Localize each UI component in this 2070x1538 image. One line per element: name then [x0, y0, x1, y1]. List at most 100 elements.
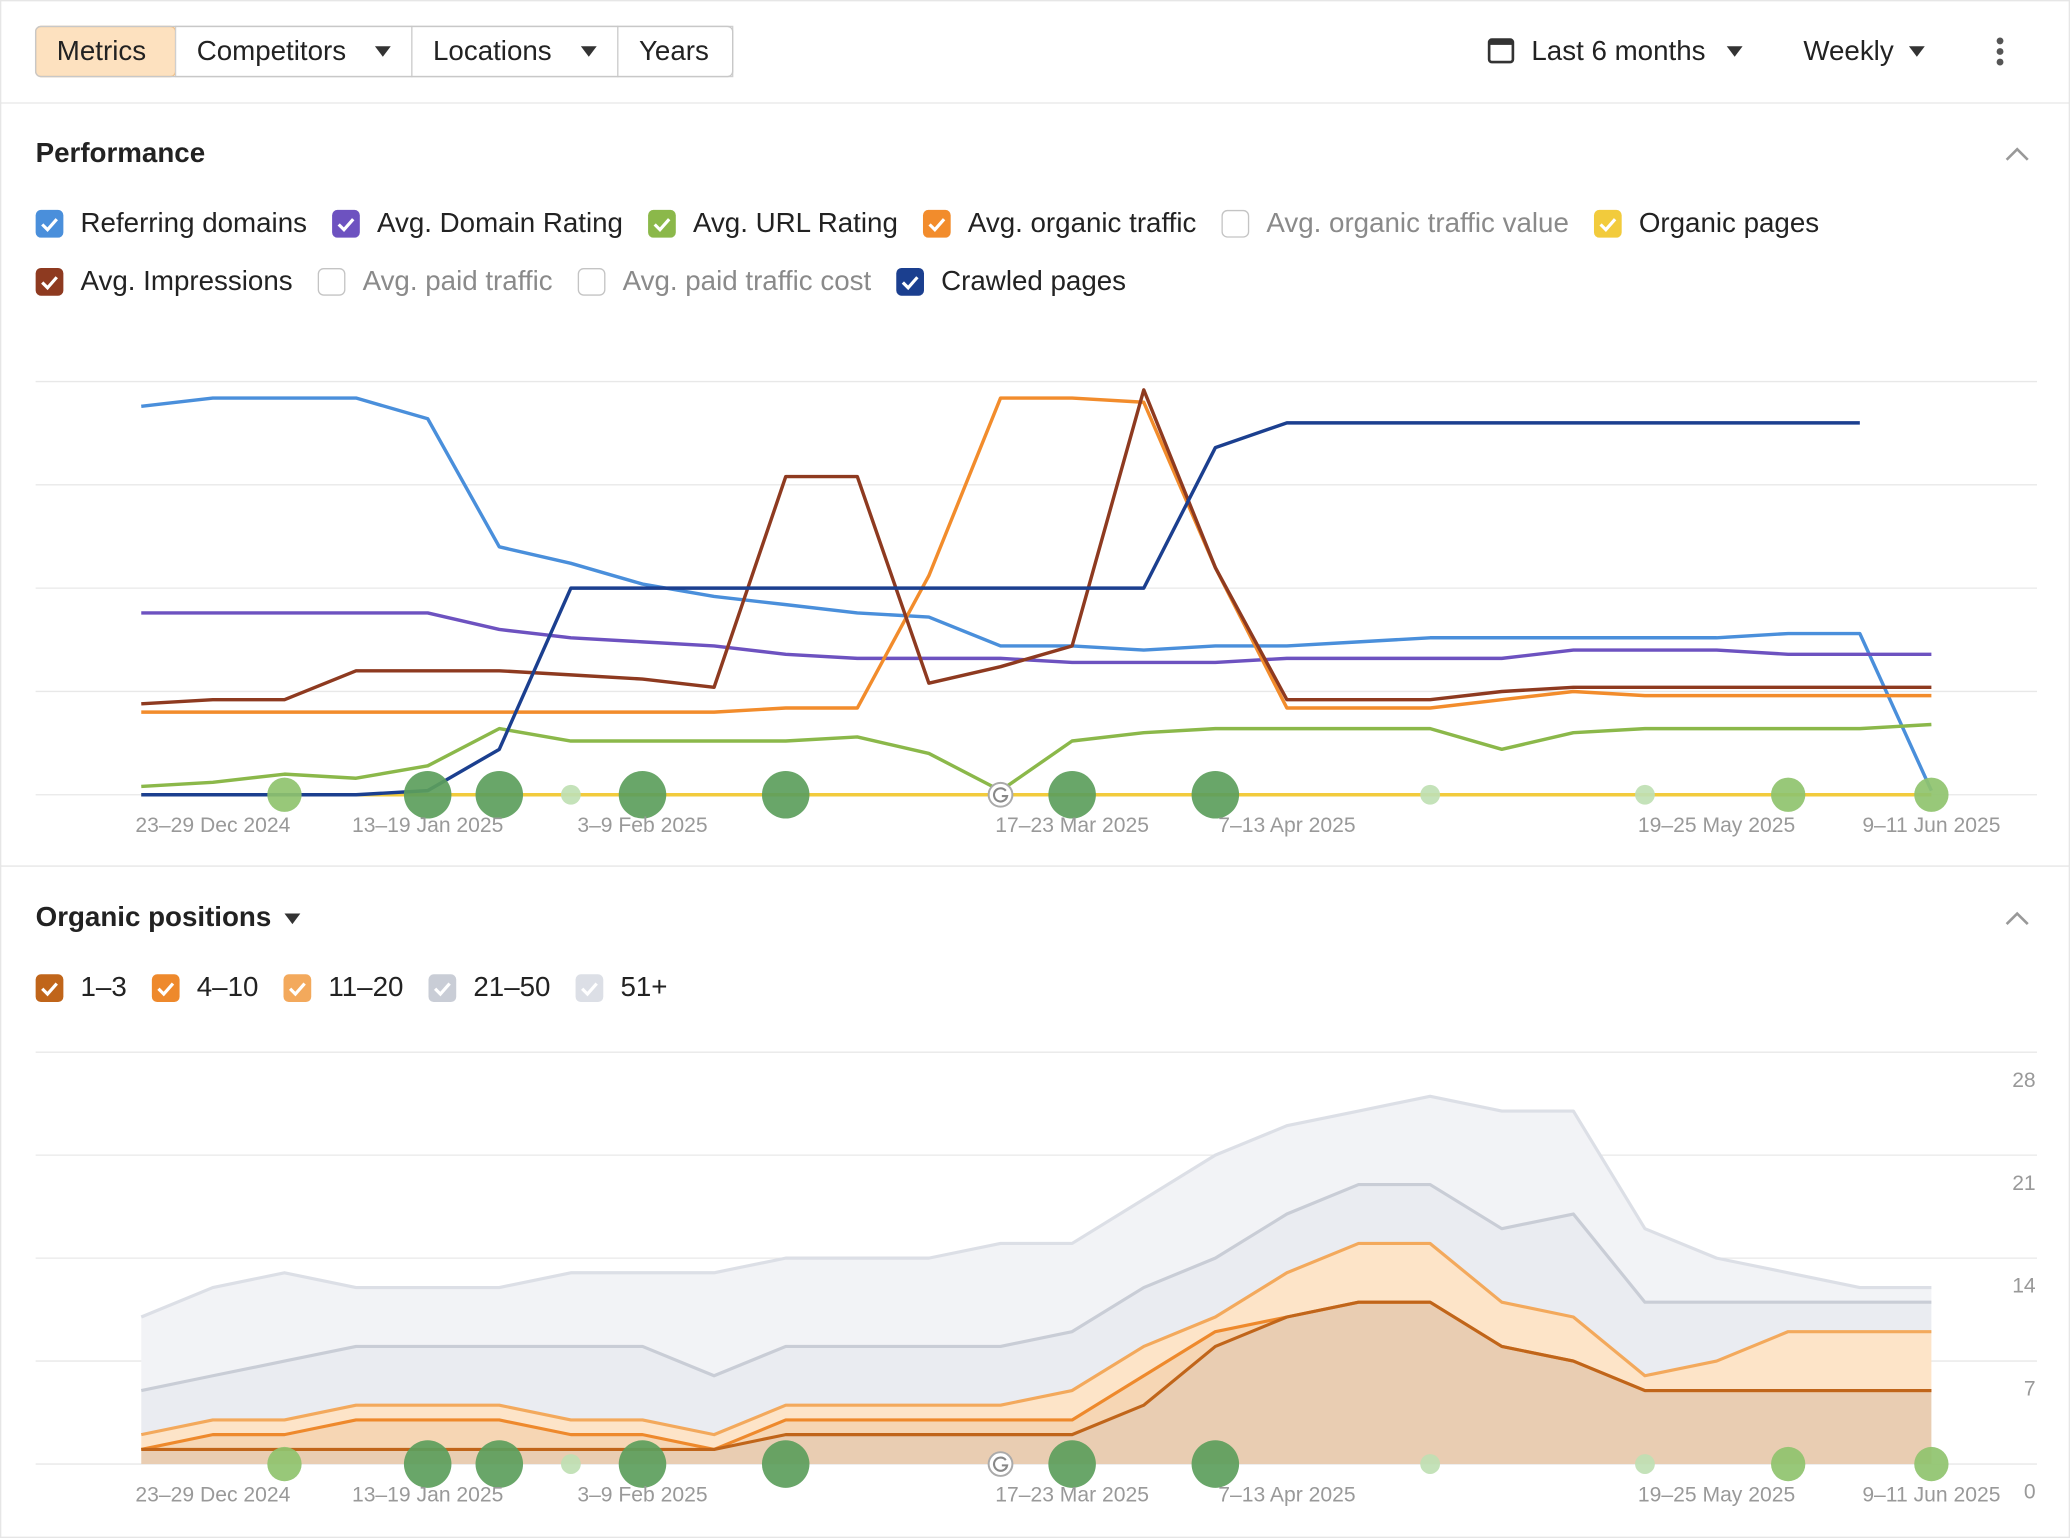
- period-picker[interactable]: Last 6 months: [1487, 35, 1743, 66]
- legend-item[interactable]: Crawled pages: [896, 265, 1126, 296]
- legend-label: Avg. paid traffic cost: [623, 265, 872, 296]
- event-marker[interactable]: [761, 1440, 810, 1488]
- legend-item[interactable]: Avg. organic traffic: [922, 207, 1197, 238]
- event-marker[interactable]: [1771, 1446, 1806, 1482]
- more-menu[interactable]: [1996, 37, 2004, 66]
- x-tick-label: 17–23 Mar 2025: [995, 814, 1149, 837]
- legend-item[interactable]: 4–10: [151, 971, 259, 1002]
- event-marker[interactable]: [1048, 1440, 1096, 1488]
- legend-label: Crawled pages: [941, 265, 1126, 296]
- y-tick-label: 21: [2012, 1172, 2035, 1195]
- legend-item[interactable]: 21–50: [428, 971, 551, 1003]
- google-glyph: [992, 1456, 1009, 1472]
- event-marker[interactable]: [403, 1440, 452, 1488]
- x-tick-label: 9–11 Jun 2025: [1862, 1483, 2000, 1506]
- tab[interactable]: Years: [617, 25, 734, 78]
- legend-item[interactable]: Avg. URL Rating: [648, 207, 898, 238]
- legend-item[interactable]: Avg. paid traffic: [317, 265, 553, 296]
- checkmark: [1599, 218, 1617, 233]
- event-marker[interactable]: [1191, 770, 1240, 819]
- tab[interactable]: Locations: [411, 25, 619, 78]
- checkbox: [35, 268, 64, 296]
- event-marker[interactable]: [618, 1440, 667, 1488]
- google-update-icon[interactable]: [987, 1451, 1014, 1477]
- dropdown-arrow: [580, 46, 597, 57]
- event-marker[interactable]: [403, 770, 452, 819]
- legend-item[interactable]: Organic pages: [1593, 207, 1819, 238]
- event-marker[interactable]: [1420, 1454, 1441, 1474]
- legend-item[interactable]: Referring domains: [35, 207, 307, 238]
- event-marker[interactable]: [1914, 1446, 1949, 1482]
- interval-label: Weekly: [1803, 35, 1894, 66]
- legend-item[interactable]: Avg. Impressions: [35, 265, 293, 296]
- event-marker[interactable]: [560, 1454, 581, 1474]
- checkbox: [428, 974, 457, 1003]
- section-title[interactable]: Organic positions: [36, 901, 272, 932]
- event-marker[interactable]: [475, 1440, 524, 1488]
- dropdown-arrow: [1726, 46, 1743, 57]
- checkbox: [1593, 209, 1622, 238]
- event-marker[interactable]: [618, 770, 667, 819]
- event-marker[interactable]: [1771, 777, 1806, 812]
- event-marker[interactable]: [1420, 784, 1441, 805]
- dot: [1996, 37, 2004, 45]
- checkbox: [35, 209, 64, 238]
- y-tick-label: 28: [2012, 1069, 2035, 1092]
- legend-label: Avg. Impressions: [81, 265, 293, 296]
- event-marker[interactable]: [560, 784, 581, 805]
- checkbox: [896, 268, 924, 296]
- legend-item[interactable]: 1–3: [35, 971, 127, 1003]
- x-tick-label: 3–9 Feb 2025: [577, 1483, 707, 1506]
- tab-label: Competitors: [197, 35, 346, 66]
- event-marker[interactable]: [1191, 1440, 1240, 1488]
- checkmark: [581, 982, 598, 997]
- legend-item[interactable]: Avg. organic traffic value: [1221, 207, 1569, 238]
- x-tick-label: 9–11 Jun 2025: [1862, 814, 2000, 837]
- tab[interactable]: Competitors: [174, 25, 413, 78]
- legend-label: 21–50: [473, 971, 550, 1002]
- legend-label: Avg. organic traffic value: [1266, 207, 1569, 238]
- tab[interactable]: Metrics: [34, 25, 177, 78]
- collapse-chevron[interactable]: [2005, 911, 2029, 926]
- legend-label: Avg. paid traffic: [363, 265, 553, 296]
- interval-picker[interactable]: Weekly: [1803, 35, 1925, 66]
- event-marker[interactable]: [267, 777, 302, 812]
- event-marker[interactable]: [1635, 784, 1655, 805]
- event-marker[interactable]: [475, 770, 524, 819]
- legend-item[interactable]: 51+: [575, 971, 668, 1002]
- checkmark: [288, 982, 306, 997]
- x-tick-label: 3–9 Feb 2025: [577, 814, 707, 837]
- dropdown-arrow: [374, 46, 391, 57]
- checkbox: [35, 974, 64, 1003]
- area-fill: [141, 1184, 1932, 1435]
- legend-label: Referring domains: [81, 207, 307, 238]
- google-update-icon[interactable]: [987, 781, 1014, 808]
- y-tick-label: 14: [2012, 1275, 2036, 1298]
- legend-item[interactable]: Avg. Domain Rating: [332, 207, 623, 238]
- collapse-chevron[interactable]: [2005, 147, 2029, 161]
- checkmark: [41, 276, 58, 291]
- legend-label: 11–20: [328, 971, 403, 1002]
- event-marker[interactable]: [267, 1446, 302, 1482]
- checkmark: [337, 218, 355, 233]
- checkbox: [577, 268, 606, 296]
- dot: [1996, 58, 2004, 66]
- event-marker[interactable]: [761, 770, 810, 819]
- series-line: [141, 396, 1933, 792]
- x-tick-label: 19–25 May 2025: [1638, 814, 1795, 837]
- checkbox: [332, 209, 360, 238]
- legend-item[interactable]: Avg. paid traffic cost: [577, 265, 872, 296]
- checkbox: [922, 209, 951, 238]
- checkbox: [283, 974, 312, 1003]
- legend-label: 4–10: [197, 971, 259, 1002]
- x-tick-label: 7–13 Apr 2025: [1218, 814, 1355, 837]
- event-marker[interactable]: [1914, 777, 1949, 812]
- checkmark: [41, 218, 58, 233]
- event-marker[interactable]: [1635, 1454, 1655, 1474]
- checkmark: [653, 218, 671, 233]
- legend-item[interactable]: 11–20: [283, 971, 404, 1003]
- series-line: [140, 1183, 1932, 1393]
- y-tick-label: 0: [2024, 1481, 2036, 1504]
- event-marker[interactable]: [1048, 770, 1096, 819]
